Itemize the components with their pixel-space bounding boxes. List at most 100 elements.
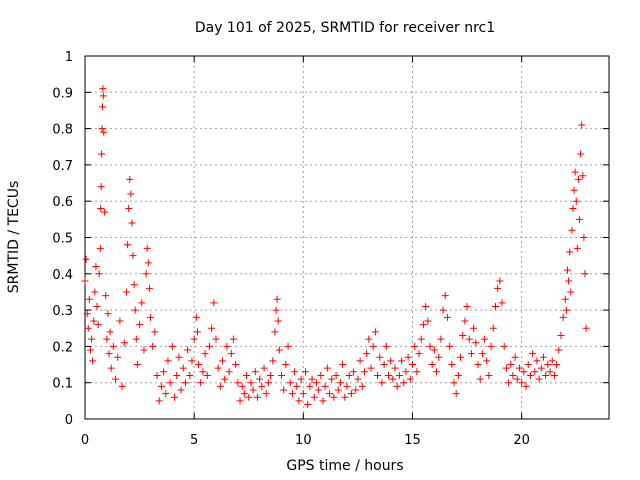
data-point	[317, 371, 325, 379]
data-point	[260, 364, 268, 372]
data-point	[568, 226, 576, 234]
data-point	[548, 357, 556, 365]
data-point	[441, 292, 449, 300]
data-point	[494, 284, 502, 292]
data-point	[109, 342, 117, 350]
data-point	[280, 386, 288, 394]
data-point	[124, 241, 132, 249]
data-point	[214, 364, 222, 372]
data-point	[559, 313, 567, 321]
data-point	[387, 357, 395, 365]
data-point	[526, 371, 534, 379]
data-point	[358, 382, 366, 390]
data-point	[229, 335, 237, 343]
data-point	[415, 350, 423, 358]
data-point	[271, 328, 279, 336]
data-point	[116, 317, 124, 325]
data-point	[157, 382, 165, 390]
data-point	[262, 390, 270, 398]
data-point	[398, 357, 406, 365]
data-point	[369, 342, 377, 350]
data-point	[106, 328, 114, 336]
data-point	[130, 281, 138, 289]
data-point	[481, 335, 489, 343]
data-point	[192, 313, 200, 321]
data-point	[542, 371, 550, 379]
data-point	[249, 386, 257, 394]
y-tick-label: 0.7	[52, 159, 73, 174]
x-tick-label: 20	[513, 433, 530, 448]
data-point	[472, 339, 480, 347]
data-point	[99, 85, 107, 93]
data-point	[524, 361, 532, 369]
data-point	[278, 371, 285, 379]
data-point	[136, 321, 144, 329]
data-point	[326, 390, 334, 398]
data-point	[485, 371, 493, 379]
data-point	[467, 350, 475, 358]
data-point	[232, 361, 240, 369]
data-point	[199, 368, 207, 376]
data-point	[561, 295, 569, 303]
data-point	[162, 390, 170, 398]
data-point	[245, 393, 253, 401]
data-point	[128, 219, 136, 227]
data-point	[302, 368, 310, 376]
data-point	[491, 302, 499, 310]
data-point	[144, 259, 152, 267]
data-point	[509, 371, 517, 379]
data-point	[518, 379, 526, 387]
data-point	[465, 335, 473, 343]
data-point	[376, 353, 384, 361]
data-point	[321, 382, 329, 390]
data-point	[195, 361, 203, 369]
data-point	[184, 346, 192, 354]
data-point	[334, 386, 342, 394]
data-point	[328, 375, 336, 383]
x-tick-label: 0	[81, 433, 89, 448]
data-point	[166, 379, 174, 387]
data-point	[393, 382, 401, 390]
data-point	[389, 375, 397, 383]
data-point	[105, 350, 113, 358]
data-point	[164, 357, 172, 365]
data-point	[177, 386, 185, 394]
data-point	[513, 375, 521, 383]
data-point	[406, 375, 414, 383]
data-point	[253, 393, 261, 401]
data-point	[179, 364, 187, 372]
data-point	[476, 375, 484, 383]
data-point	[569, 204, 577, 212]
data-point	[345, 371, 353, 379]
data-point	[114, 353, 122, 361]
data-point	[94, 321, 102, 329]
data-point	[85, 295, 93, 303]
data-point	[428, 361, 436, 369]
data-point	[212, 335, 220, 343]
data-point	[500, 342, 508, 350]
data-point	[402, 368, 410, 376]
data-point	[378, 379, 386, 387]
data-point	[304, 400, 312, 408]
data-point	[126, 175, 134, 183]
data-point	[450, 379, 458, 387]
data-point	[223, 342, 231, 350]
data-point	[227, 350, 235, 358]
data-point	[284, 342, 292, 350]
data-point	[323, 364, 331, 372]
data-point	[132, 335, 140, 343]
data-point	[306, 382, 314, 390]
data-point	[529, 350, 537, 358]
data-point	[578, 121, 586, 129]
data-point	[293, 382, 301, 390]
data-point	[98, 103, 106, 111]
y-tick-label: 0.9	[52, 86, 73, 101]
data-point	[404, 353, 412, 361]
data-point	[275, 346, 283, 354]
data-point	[437, 335, 445, 343]
data-point	[236, 397, 244, 405]
data-point	[511, 353, 519, 361]
data-point	[572, 197, 580, 205]
data-point	[97, 183, 105, 191]
